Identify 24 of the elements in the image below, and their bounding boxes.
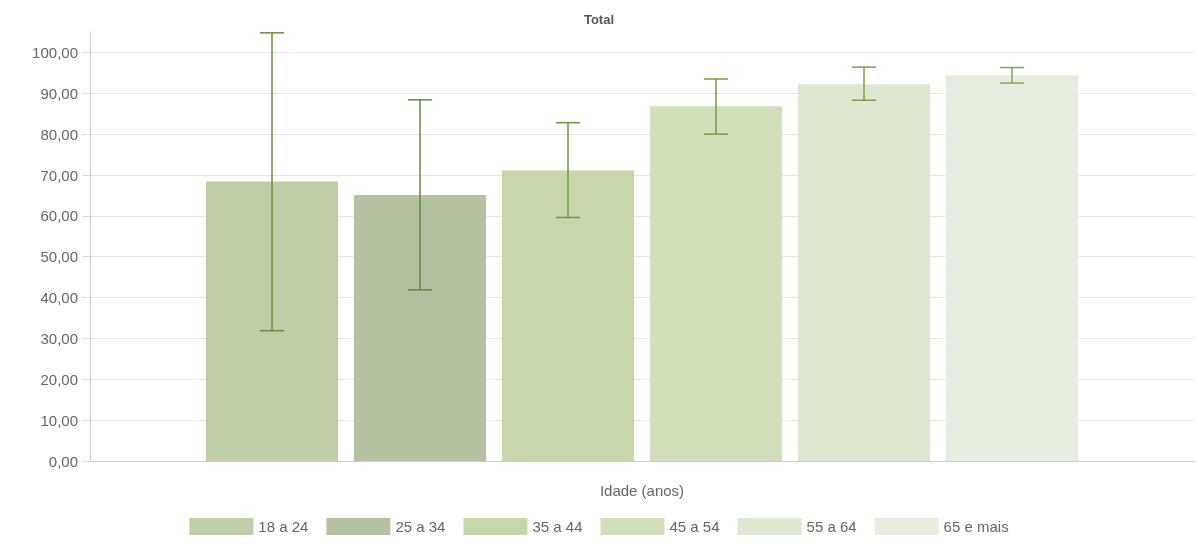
y-tick-label: 100,00 — [32, 43, 78, 61]
bar — [501, 170, 635, 461]
legend-label: 65 e mais — [943, 518, 1009, 535]
legend-label: 25 a 34 — [395, 518, 446, 535]
bar — [797, 84, 931, 461]
bar — [205, 181, 339, 461]
y-tick-label: 0,00 — [48, 452, 78, 470]
y-tick-label: 90,00 — [40, 84, 78, 102]
bar — [649, 106, 783, 461]
legend-label: 55 a 64 — [806, 518, 857, 535]
y-tick-label: 70,00 — [40, 166, 78, 184]
legend-label: 35 a 44 — [532, 518, 583, 535]
chart-title: Total — [583, 12, 615, 27]
bar — [353, 195, 487, 461]
legend-label: 45 a 54 — [669, 518, 720, 535]
y-tick-label: 20,00 — [40, 370, 78, 388]
y-tick-label: 10,00 — [40, 411, 78, 429]
y-tick-label: 80,00 — [40, 125, 78, 143]
y-tick-label: 30,00 — [40, 329, 78, 347]
y-tick-label: 60,00 — [40, 207, 78, 225]
x-axis-title: Idade (anos) — [599, 482, 685, 499]
y-tick-label: 40,00 — [40, 289, 78, 307]
y-tick-label: 50,00 — [40, 248, 78, 266]
legend-label: 18 a 24 — [258, 518, 309, 535]
